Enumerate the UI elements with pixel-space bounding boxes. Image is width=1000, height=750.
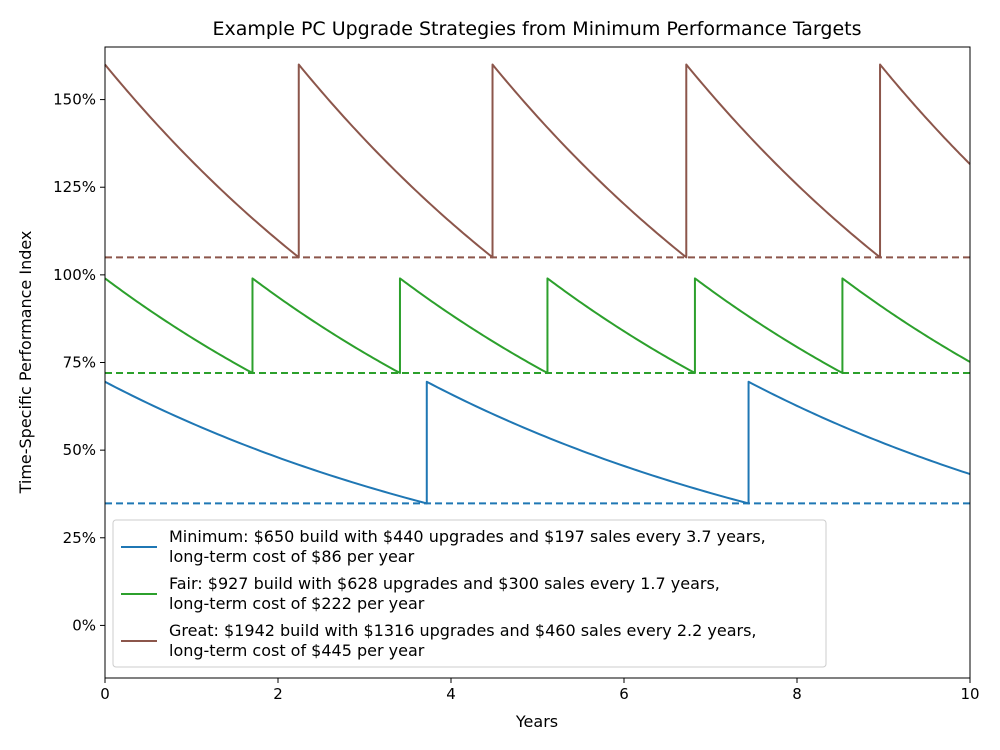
legend-box xyxy=(112,519,827,668)
series-line-2 xyxy=(104,63,971,259)
legend-label-1: Fair: $927 build with $628 upgrades and … xyxy=(169,574,720,593)
y-axis: 0% 25% 50% 75% 100% 125% 150% xyxy=(53,91,105,634)
x-tick-label: 4 xyxy=(446,685,456,703)
legend-label-2: Great: $1942 build with $1316 upgrades a… xyxy=(169,621,757,640)
y-tick-label: 50% xyxy=(63,441,96,459)
threshold-lines xyxy=(105,256,970,505)
series-lines xyxy=(104,63,971,505)
legend-label-1: long-term cost of $222 per year xyxy=(169,594,425,613)
y-tick-label: 125% xyxy=(53,178,96,196)
y-axis-label: Time-Specific Performance Index xyxy=(16,231,35,495)
x-tick-label: 0 xyxy=(100,685,110,703)
chart-title: Example PC Upgrade Strategies from Minim… xyxy=(212,18,861,40)
y-tick-label: 100% xyxy=(53,266,96,284)
legend: Minimum: $650 build with $440 upgrades a… xyxy=(112,519,827,668)
x-tick-label: 2 xyxy=(273,685,283,703)
y-tick-label: 25% xyxy=(63,529,96,547)
x-axis: 0 2 4 6 8 10 xyxy=(100,678,980,703)
legend-label-0: Minimum: $650 build with $440 upgrades a… xyxy=(169,527,766,546)
x-tick-label: 6 xyxy=(619,685,629,703)
x-tick-label: 8 xyxy=(792,685,802,703)
x-tick-label: 10 xyxy=(960,685,979,703)
legend-label-0: long-term cost of $86 per year xyxy=(169,547,415,566)
series-line-1 xyxy=(104,277,971,375)
y-tick-label: 75% xyxy=(63,354,96,372)
y-tick-label: 0% xyxy=(72,616,96,634)
y-tick-label: 150% xyxy=(53,91,96,109)
series-line-0 xyxy=(104,380,971,505)
x-axis-label: Years xyxy=(515,712,558,731)
legend-label-2: long-term cost of $445 per year xyxy=(169,641,425,660)
